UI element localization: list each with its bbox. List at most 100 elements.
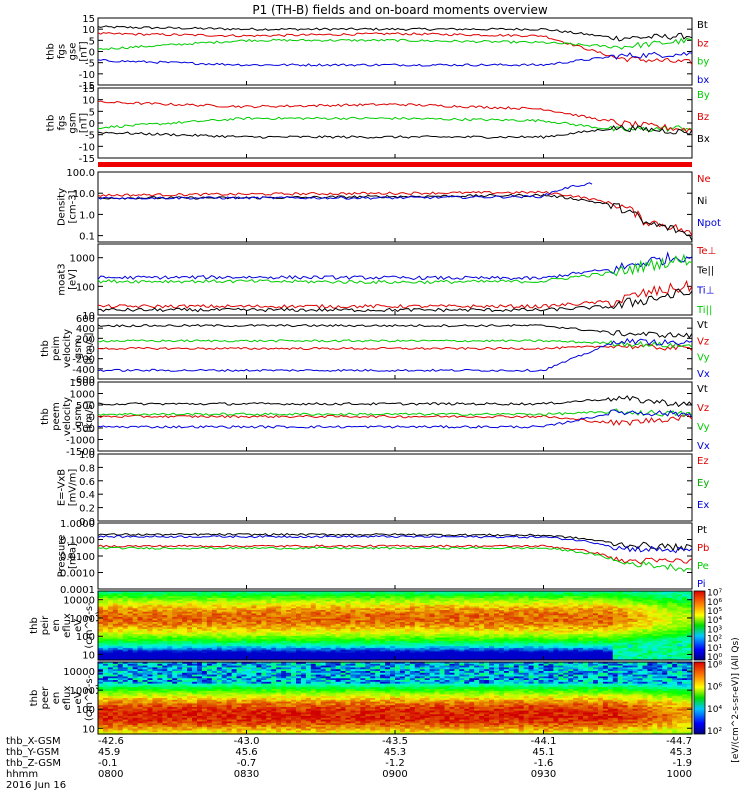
legend-fgs-gsm-0: By xyxy=(697,90,710,101)
ylabel-efield-1: [mV/m] xyxy=(68,469,79,507)
series-peim-velocity-Vz xyxy=(98,344,692,351)
ylabel-peim-velocity-1: peim xyxy=(51,336,62,361)
series-fgs-gsm-Bx xyxy=(98,126,692,139)
series-temperature-Ti|| xyxy=(98,255,692,283)
ytick-label: 1.0 xyxy=(79,210,95,221)
ytick-label: 0 xyxy=(89,119,95,130)
panel-peir-spectrogram: thbpeirenefluxeV(cm^2-s-sr-eV)1000010001… xyxy=(29,591,693,662)
ylabel-fgs-gse-2: gse xyxy=(68,43,79,61)
ytick-label: 0.0001 xyxy=(60,585,95,596)
legend-efield-0: Ez xyxy=(697,456,709,467)
ytick-label: 1000 xyxy=(70,254,95,265)
ytick-label: -15 xyxy=(79,154,95,165)
legend-peem-velocity-2: Vy xyxy=(697,422,710,433)
legend-efield-2: Ex xyxy=(697,500,709,511)
series-pressure-Pi xyxy=(98,536,692,553)
legend-peim-velocity-0: Vt xyxy=(697,320,708,331)
ytick-label: 15 xyxy=(82,14,95,25)
ytick-label: 1.0 xyxy=(79,450,95,461)
panel-frame-fgs-gse xyxy=(98,18,692,85)
ylabel-fgs-gsm-1: fgs xyxy=(57,115,68,130)
ytick-label: 5 xyxy=(89,107,95,118)
panel-frame-fgs-gsm xyxy=(98,88,692,158)
ylabel-density-0: Density xyxy=(57,188,68,226)
legend-pressure-3: Pi xyxy=(697,579,706,590)
legend-temperature-2: Ti⊥ xyxy=(696,285,714,296)
legend-density-1: Ni xyxy=(697,196,707,207)
legend-pressure-2: Pe xyxy=(697,561,709,572)
ylabel-peim-velocity-0: thb xyxy=(40,340,51,357)
ytick-label: 1500 xyxy=(70,378,95,389)
legend-density-2: Npot xyxy=(697,218,721,229)
legend-temperature-3: Ti|| xyxy=(696,305,712,316)
panel-frame-density xyxy=(98,172,692,242)
ytick-label: -10 xyxy=(79,142,95,153)
legend-pressure-0: Pt xyxy=(697,525,707,536)
ytick-label: 5 xyxy=(89,36,95,47)
ytick-label: 0.0010 xyxy=(60,569,95,580)
ylabel-temperature-0: moat3 xyxy=(57,263,68,295)
legend-efield-1: Ey xyxy=(697,478,709,489)
series-pressure-Pe xyxy=(98,547,692,571)
series-peem-velocity-Vt xyxy=(98,396,692,407)
ytick-label: 100.0 xyxy=(66,168,95,179)
legend-peem-velocity-1: Vz xyxy=(697,403,709,414)
ytick-label: -5 xyxy=(85,59,95,70)
ytick-label: 0.2 xyxy=(79,504,95,515)
legend-density-0: Ne xyxy=(697,174,711,185)
ytick-label: 0.1 xyxy=(79,232,95,243)
legend-peem-velocity-0: Vt xyxy=(697,384,708,395)
ylabel-peem-velocity-1: peem xyxy=(51,402,62,430)
ytick-label: 0.6 xyxy=(79,477,95,488)
series-fgs-gse-bz xyxy=(98,33,692,65)
ylabel-peir-spectrogram-1: peir xyxy=(40,615,51,635)
panel-frame-pressure xyxy=(98,523,692,589)
ytick-label: 1.0000 xyxy=(60,519,95,530)
panel-pressure: Pressure[nPa]1.00000.10000.01000.00100.0… xyxy=(57,519,710,596)
series-peim-velocity-Vx xyxy=(98,339,692,372)
ytick-label: 0.0100 xyxy=(60,552,95,563)
legend-peim-velocity-2: Vy xyxy=(697,353,710,364)
panel-frame-efield xyxy=(98,454,692,521)
ylabel-peem-velocity-0: thb xyxy=(40,408,51,425)
series-fgs-gse-by xyxy=(98,39,692,50)
ytick-label: 0.8 xyxy=(79,463,95,474)
ylabel-efield-0: E=-VxB xyxy=(57,469,68,506)
ytick-label: 100 xyxy=(76,282,95,293)
ytick-label: 0 xyxy=(89,413,95,424)
panel-frame-temperature xyxy=(98,244,692,315)
ylabel-fgs-gsm-2: gsm xyxy=(68,112,79,133)
legend-pressure-1: Pb xyxy=(697,543,709,554)
ylabel-fgs-gse-1: fgs xyxy=(57,44,68,59)
ytick-label: -10 xyxy=(79,70,95,81)
ytick-label: 10 xyxy=(82,25,95,36)
legend-fgs-gse-0: Bt xyxy=(697,20,708,31)
ylabel-fgs-gsm-0: thb xyxy=(46,115,57,132)
legend-fgs-gsm-1: Bz xyxy=(697,112,709,123)
ytick-label: 0 xyxy=(89,48,95,59)
ytick-label: 500 xyxy=(76,401,95,412)
ytick-label: 10 xyxy=(82,96,95,107)
series-temperature-Te⊥ xyxy=(98,281,692,308)
legend-peim-velocity-1: Vz xyxy=(697,336,709,347)
ylabel-fgs-gse-0: thb xyxy=(46,43,57,60)
legend-peim-velocity-3: Vx xyxy=(697,369,710,380)
legend-fgs-gse-3: bx xyxy=(697,75,709,86)
ytick-label: 1000 xyxy=(70,390,95,401)
ytick-label: -500 xyxy=(72,424,95,435)
ytick-label: 0.1000 xyxy=(60,536,95,547)
ytick-label: 15 xyxy=(82,84,95,95)
page-title: P1 (TH-B) fields and on-board moments ov… xyxy=(252,3,548,17)
ytick-label: -5 xyxy=(85,131,95,142)
series-fgs-gsm-Bz xyxy=(98,101,692,132)
series-peim-velocity-Vt xyxy=(98,325,692,338)
ytick-label: 0.4 xyxy=(79,490,95,501)
legend-fgs-gsm-2: Bx xyxy=(697,134,710,145)
